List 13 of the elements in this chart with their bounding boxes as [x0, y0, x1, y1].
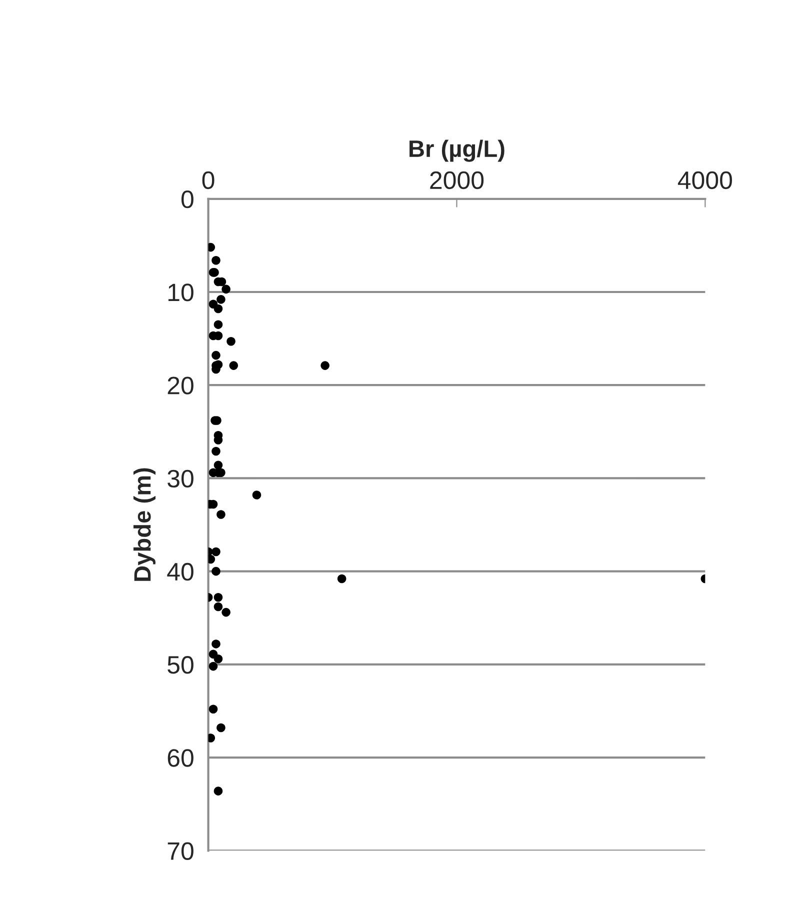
x-tick-label: 4000 — [678, 171, 732, 190]
y-tick-label: 50 — [168, 656, 194, 674]
y-tick-label: 30 — [168, 470, 194, 488]
y-tick-label: 40 — [167, 562, 194, 581]
x-axis-title: Br (µg/L) — [410, 140, 504, 162]
y-tick-label: 70 — [168, 842, 194, 860]
y-tick-label: 60 — [168, 749, 194, 767]
y-tick-label: 20 — [168, 376, 194, 394]
x-tick-label: 2000 — [430, 171, 484, 190]
y-tick-label: 0 — [181, 190, 194, 208]
y-tick-label: 10 — [168, 284, 194, 302]
x-tick-label: 0 — [202, 171, 214, 190]
y-axis-title: Dybde (m) — [133, 468, 156, 581]
